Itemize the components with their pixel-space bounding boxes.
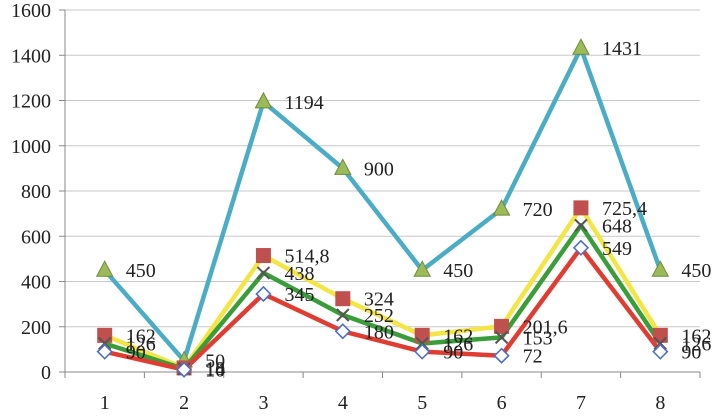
data-label-s1-p1: 450 (126, 260, 156, 282)
marker-s3-p6-stroke-b (494, 330, 509, 345)
data-label-s4-p5: 90 (443, 342, 463, 364)
y-tick-label: 1400 (11, 45, 51, 67)
x-tick-label: 7 (576, 392, 586, 414)
data-label-s1-p6: 720 (523, 199, 553, 221)
x-tick-label: 4 (338, 392, 348, 414)
gridlines (65, 9, 700, 328)
x-tick-label: 8 (655, 392, 665, 414)
data-label-s2-p1: 162 (126, 325, 156, 347)
x-tick-label: 2 (179, 392, 189, 414)
data-label-s4-p7: 549 (602, 238, 632, 260)
data-label-s1-p4: 900 (364, 158, 394, 180)
marker-s3-p7 (574, 218, 588, 233)
y-tick-label: 1200 (11, 91, 51, 113)
marker-s3-p5-stroke-b (415, 336, 429, 351)
marker-s2-p3 (255, 248, 271, 264)
y-tick-label: 0 (41, 362, 51, 384)
marker-s2-p4 (335, 291, 351, 307)
data-label-s3-p6: 153 (523, 327, 553, 349)
data-label-s3-p1: 126 (126, 333, 156, 355)
marker-s4-p3 (255, 285, 272, 303)
x-tick-label: 1 (100, 392, 110, 414)
data-label-s2-p5: 162 (443, 325, 473, 347)
data-label-s3-p5: 126 (443, 333, 473, 355)
marker-s3-p4-stroke-b (336, 308, 350, 322)
marker-s3-p1-stroke-b (97, 336, 112, 351)
marker-s2-p6 (494, 318, 510, 334)
series-line-3 (104, 223, 663, 372)
series-line-2 (103, 205, 663, 371)
marker-s1-p3 (254, 91, 273, 109)
y-tick-label: 1600 (11, 0, 51, 22)
x-tick-label: 6 (497, 392, 507, 414)
marker-s3-p4 (336, 308, 350, 322)
marker-s2-p8 (652, 327, 668, 343)
marker-s3-p8-stroke-b (653, 336, 668, 351)
data-label-s3-p4: 252 (364, 305, 394, 327)
data-label-s2-p6: 201,6 (523, 316, 568, 338)
marker-s3-p7-stroke-b (574, 218, 588, 233)
y-tick-label: 200 (21, 317, 51, 339)
data-label-s3-p2: 14 (205, 359, 225, 381)
series-group (102, 45, 663, 372)
marker-s2-p5 (414, 327, 430, 343)
marker-s4-p8 (652, 343, 669, 360)
marker-s1-p1 (95, 260, 114, 277)
y-tick-label: 1000 (11, 136, 51, 158)
marker-s1-p8 (651, 260, 670, 277)
y-tick-label: 600 (21, 226, 51, 248)
marker-s2-p1 (97, 327, 113, 343)
x-tick-label: 3 (258, 392, 268, 414)
marker-s4-p1 (96, 343, 113, 360)
data-label-s1-p2: 50 (205, 351, 225, 373)
data-label-s2-p7: 725,4 (602, 198, 647, 220)
data-label-s3-p7: 648 (602, 215, 632, 237)
marker-s4-p7 (572, 239, 590, 256)
marker-s1-p6 (492, 199, 511, 216)
data-label-s1-p8: 450 (681, 260, 711, 282)
data-label-s3-p3: 438 (284, 263, 314, 285)
marker-s3-p5 (415, 336, 429, 351)
data-label-s2-p4: 324 (364, 289, 394, 311)
marker-s1-p5 (413, 260, 432, 277)
markers-group (95, 38, 670, 378)
data-label-s4-p8: 90 (681, 342, 701, 364)
data-label-s2-p3: 514,8 (284, 246, 329, 268)
data-label-s1-p5: 450 (443, 260, 473, 282)
data-label-s1-p3: 1194 (284, 92, 323, 114)
marker-s2-p7 (573, 200, 589, 216)
marker-s4-p5 (414, 343, 431, 360)
data-label-s4-p2: 10 (205, 360, 225, 382)
data-label-s4-p4: 180 (364, 321, 394, 343)
marker-s3-p3-stroke-b (256, 266, 271, 280)
y-tick-label: 800 (21, 181, 51, 203)
marker-s3-p6 (494, 330, 509, 345)
marker-s1-p7 (572, 38, 590, 55)
marker-s4-p6 (493, 347, 510, 364)
data-label-s4-p3: 345 (284, 284, 314, 306)
data-label-s2-p2: 18 (205, 358, 225, 380)
data-label-s1-p7: 1431 (602, 38, 642, 60)
marker-s4-p2 (175, 361, 193, 378)
marker-s4-p4 (334, 323, 351, 340)
data-label-s4-p1: 90 (126, 342, 146, 364)
series-line-4 (104, 245, 663, 372)
x-tick-label: 5 (417, 392, 427, 414)
data-label-s3-p8: 126 (681, 333, 711, 355)
marker-s3-p8 (653, 336, 668, 351)
y-tick-label: 400 (21, 272, 51, 294)
marker-s3-p1 (97, 336, 112, 351)
marker-s1-p4 (333, 158, 352, 175)
data-label-s2-p8: 162 (681, 325, 711, 347)
data-labels-group: 450 50 1194 900 450 720 1431 450 162 18 514,8 324 16… (126, 38, 712, 382)
series-line-1 (102, 45, 663, 363)
data-label-s4-p6: 72 (523, 346, 543, 368)
marker-s3-p3 (256, 266, 271, 280)
